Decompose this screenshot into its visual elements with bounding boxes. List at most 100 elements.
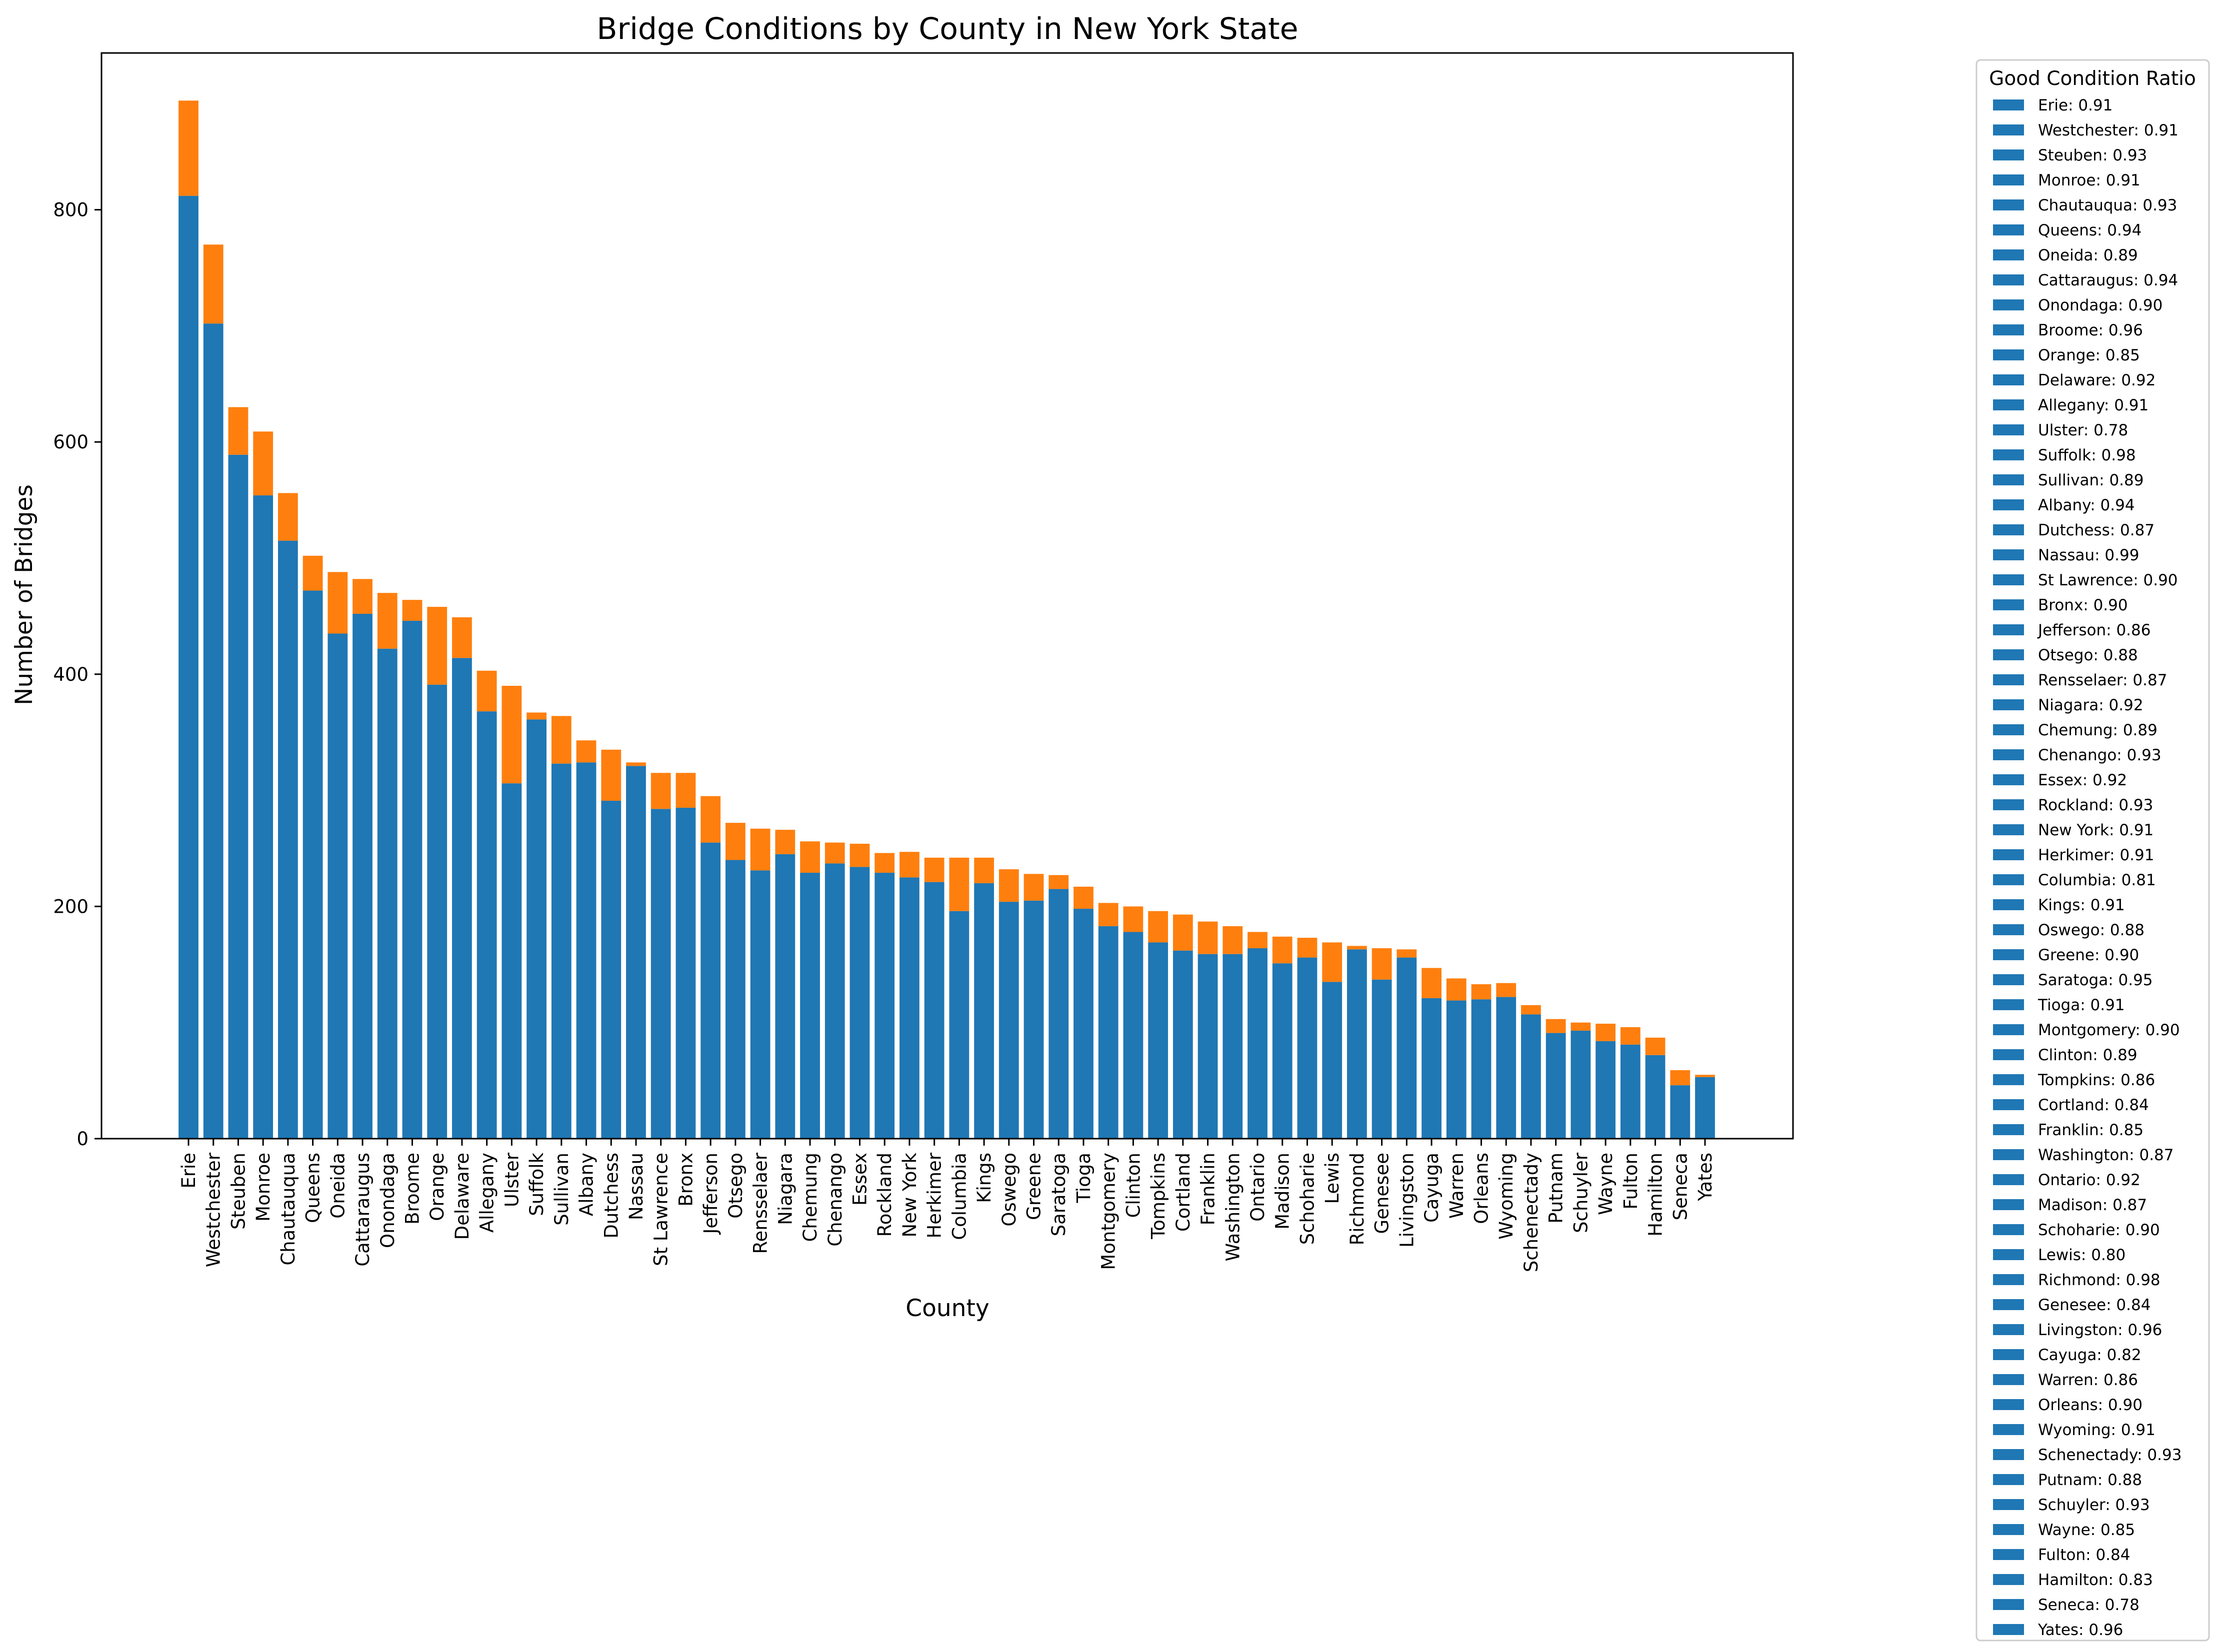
bar-other — [228, 407, 248, 455]
bar-good — [203, 323, 224, 1139]
legend-entry-label: Richmond: 0.98 — [2038, 1271, 2160, 1289]
x-tick-label: Greene — [1024, 1153, 1045, 1220]
bar-other — [476, 670, 497, 712]
x-tick-label: Westchester — [203, 1152, 224, 1267]
bar-other — [601, 749, 622, 801]
legend-entry-label: Schoharie: 0.90 — [2038, 1221, 2160, 1239]
x-tick-label: Kings — [974, 1153, 995, 1203]
bar-other — [1248, 932, 1268, 949]
x-tick-label: Tompkins — [1148, 1153, 1169, 1240]
legend-swatch — [1993, 324, 2024, 335]
legend-entry-label: Broome: 0.96 — [2038, 321, 2143, 339]
bar-good — [476, 711, 497, 1139]
legend-entry-label: Delaware: 0.92 — [2038, 371, 2156, 389]
y-axis: 0 200 400 600 800 — [53, 199, 102, 1150]
x-tick-label: New York — [899, 1152, 920, 1237]
bar-other — [874, 853, 895, 873]
legend-swatch — [1993, 1324, 2024, 1335]
x-tick-label: Cayuga — [1421, 1153, 1442, 1223]
x-tick-label: Yates — [1694, 1153, 1716, 1202]
y-tick-label: 200 — [53, 896, 88, 917]
bar-other — [650, 773, 671, 809]
x-axis: Erie Westchester Steuben Monroe Chautauqua Qu… — [178, 1139, 1716, 1272]
x-tick-label: Albany — [576, 1153, 598, 1216]
legend-entries: Erie: 0.91 Westchester: 0.91 Steuben: 0.93… — [1993, 96, 2182, 1639]
x-tick-label: Steuben — [228, 1153, 249, 1230]
legend-swatch — [1993, 749, 2024, 760]
legend-swatch — [1993, 1549, 2024, 1560]
x-tick-label: Lewis — [1322, 1153, 1343, 1204]
bar-other — [1222, 926, 1243, 954]
bar-other — [900, 852, 920, 878]
bar-good — [601, 801, 622, 1139]
bar-good — [1695, 1077, 1715, 1139]
legend-entry-label: Tompkins: 0.86 — [2038, 1071, 2155, 1089]
legend-entry-label: Bronx: 0.90 — [2038, 596, 2128, 614]
x-tick-label: Ontario — [1247, 1153, 1268, 1222]
bar-other — [700, 796, 721, 843]
legend-entry-label: Lewis: 0.80 — [2038, 1246, 2126, 1264]
legend-swatch — [1993, 1149, 2024, 1160]
legend-entry-label: Columbia: 0.81 — [2038, 871, 2156, 889]
x-tick-label: Clinton — [1122, 1153, 1144, 1218]
x-tick-label: Columbia — [948, 1153, 970, 1240]
bar-good — [1297, 957, 1318, 1139]
bar-good — [1222, 954, 1243, 1139]
legend-entry-label: Chemung: 0.89 — [2038, 721, 2158, 739]
bar-good — [1148, 942, 1168, 1139]
bar-other — [1322, 942, 1342, 982]
x-tick-label: Putnam — [1546, 1153, 1567, 1224]
bar-good — [900, 877, 920, 1139]
legend-swatch — [1993, 674, 2024, 685]
legend-entry-label: St Lawrence: 0.90 — [2038, 571, 2178, 589]
legend-entry-label: Allegany: 0.91 — [2038, 396, 2148, 414]
legend-entry-label: Steuben: 0.93 — [2038, 146, 2147, 164]
bar-other — [949, 857, 970, 911]
bar-good — [1123, 932, 1144, 1139]
legend-swatch — [1993, 974, 2024, 985]
bar-good — [377, 648, 398, 1139]
x-tick-label: Rensselaer — [750, 1152, 772, 1254]
x-tick-label: Nassau — [626, 1153, 647, 1220]
legend-entry-label: Suffolk: 0.98 — [2038, 446, 2136, 464]
bar-good — [676, 807, 696, 1139]
legend-swatch — [1993, 624, 2024, 635]
bar-other — [1123, 906, 1144, 932]
x-tick-label: Cortland — [1172, 1153, 1194, 1232]
bar-good — [1570, 1030, 1591, 1139]
bar-other — [676, 773, 696, 808]
bar-other — [1198, 921, 1218, 954]
x-tick-label: Fulton — [1620, 1153, 1642, 1210]
legend-entry-label: Livingston: 0.96 — [2038, 1321, 2162, 1339]
x-tick-label: Ulster — [501, 1152, 522, 1207]
legend-swatch — [1993, 1499, 2024, 1510]
bar-other — [1074, 886, 1094, 909]
bar-good — [1645, 1055, 1666, 1139]
bar-other — [1521, 1005, 1541, 1015]
bar-other — [1347, 946, 1367, 950]
bar-other — [1471, 984, 1492, 1000]
bar-good — [1048, 889, 1069, 1139]
bar-good — [775, 854, 796, 1139]
bar-good — [352, 614, 372, 1139]
legend-swatch — [1993, 1449, 2024, 1460]
bar-good — [1496, 997, 1516, 1139]
bar-good — [1248, 948, 1268, 1139]
legend-entry-label: Wyoming: 0.91 — [2038, 1421, 2156, 1439]
bar-other — [775, 830, 796, 854]
bar-good — [998, 902, 1019, 1139]
legend-swatch — [1993, 299, 2024, 310]
legend-entry-label: Seneca: 0.78 — [2038, 1596, 2140, 1614]
bar-good — [650, 809, 671, 1139]
legend-swatch — [1993, 1199, 2024, 1210]
bar-other — [302, 555, 323, 591]
bar-other — [1272, 936, 1292, 964]
bar-good — [1596, 1041, 1616, 1139]
x-tick-label: Delaware — [452, 1153, 473, 1240]
legend-entry-label: Nassau: 0.99 — [2038, 546, 2139, 564]
plot-frame — [100, 52, 1794, 1140]
legend-swatch — [1993, 599, 2024, 610]
bar-other — [1695, 1075, 1715, 1077]
bar-other — [377, 593, 398, 649]
bar-other — [551, 716, 572, 764]
